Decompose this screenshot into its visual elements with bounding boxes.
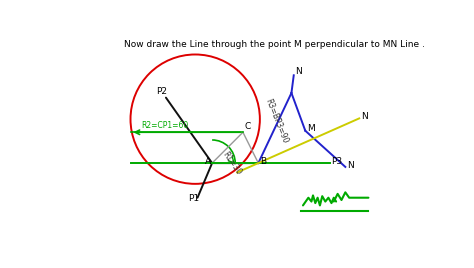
Text: C: C bbox=[245, 122, 251, 131]
Text: R1=30: R1=30 bbox=[220, 150, 243, 177]
Text: P3: P3 bbox=[331, 157, 343, 166]
Text: B: B bbox=[260, 157, 266, 166]
Text: P1: P1 bbox=[188, 194, 200, 203]
Text: A: A bbox=[204, 157, 210, 166]
Text: N: N bbox=[295, 67, 302, 76]
Text: Now draw the Line through the point M perpendicular to MN Line .: Now draw the Line through the point M pe… bbox=[124, 40, 424, 49]
Text: R2=CP1=60: R2=CP1=60 bbox=[141, 121, 189, 131]
Text: N: N bbox=[361, 112, 367, 121]
Text: P2: P2 bbox=[156, 87, 167, 96]
Text: M: M bbox=[308, 125, 315, 133]
Text: N: N bbox=[347, 161, 354, 170]
Text: R3=BP3=90: R3=BP3=90 bbox=[263, 97, 289, 144]
